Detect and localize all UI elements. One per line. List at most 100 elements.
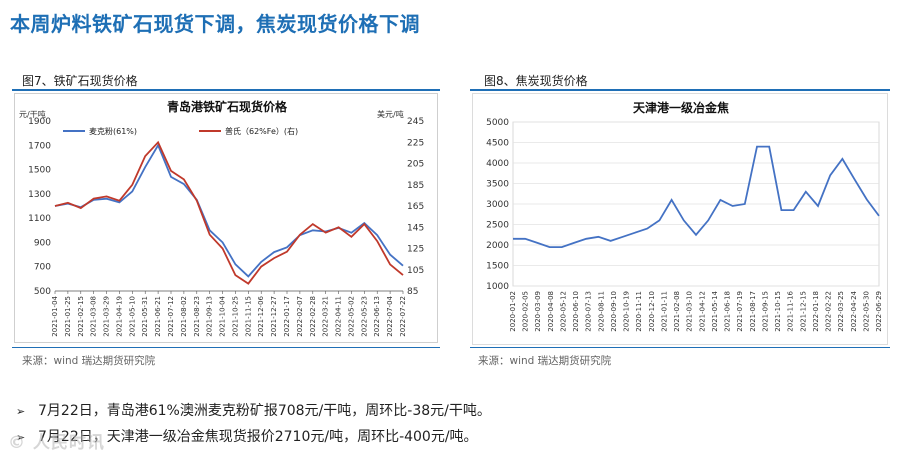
- y-tick: 2500: [486, 221, 509, 231]
- watermark: © 人民时讯: [8, 433, 105, 453]
- right-y-tick: 145: [407, 223, 424, 233]
- x-tick-label: 2021-12-15: [799, 291, 807, 332]
- x-tick-label: 2022-05-30: [862, 291, 870, 332]
- series-line-0: [54, 143, 404, 278]
- source-right: 来源：wind 瑞达期货研究院: [478, 355, 612, 367]
- figure7-label: 图7、铁矿石现货价格: [22, 74, 138, 88]
- x-tick-label: 2020-01-02: [509, 291, 517, 332]
- x-tick-label: 2022-06-13: [373, 296, 381, 337]
- bullet-text: 7月22日，青岛港61%澳洲麦克粉矿报708元/干吨，周环比-38元/干吨。: [38, 403, 491, 419]
- left-y-tick: 1300: [28, 190, 51, 200]
- x-tick-label: 2020-11-11: [635, 291, 643, 332]
- left-header-rule: [12, 89, 440, 91]
- y-tick: 1000: [486, 282, 509, 292]
- left-y-tick: 500: [34, 287, 51, 297]
- bullet-item: ➢ 7月22日，青岛港61%澳洲麦克粉矿报708元/干吨，周环比-38元/干吨。: [16, 398, 491, 424]
- right-footer-rule: [470, 347, 890, 348]
- x-tick-label: 2021-01-04: [51, 295, 59, 336]
- x-tick-label: 2020-07-13: [585, 291, 593, 332]
- x-tick-label: 2021-01-11: [660, 291, 668, 332]
- x-tick-label: 2022-03-25: [837, 291, 845, 332]
- x-tick-label: 2021-10-15: [774, 291, 782, 332]
- x-tick-label: 2021-03-08: [90, 296, 98, 337]
- x-tick-label: 2021-12-06: [257, 295, 265, 336]
- x-tick-label: 2021-08-17: [749, 291, 757, 332]
- y-tick: 2000: [486, 241, 509, 251]
- x-tick-label: 2021-09-13: [206, 296, 214, 337]
- x-tick-label: 2022-06-29: [875, 291, 883, 332]
- left-axis-unit: 元/干吨: [19, 109, 46, 119]
- series-line-1: [54, 140, 404, 285]
- y-tick: 1500: [486, 262, 509, 272]
- x-tick-label: 2020-12-10: [648, 291, 656, 332]
- x-tick-label: 2021-11-16: [787, 290, 795, 331]
- x-tick-label: 2020-05-12: [559, 291, 567, 332]
- x-tick-label: 2021-06-21: [154, 296, 162, 337]
- right-y-tick: 105: [407, 266, 424, 276]
- bullet-arrow-icon: ➢: [16, 431, 26, 444]
- series-line: [513, 145, 880, 249]
- x-tick-label: 2022-01-18: [812, 291, 820, 332]
- x-tick-label: 2022-01-17: [283, 296, 291, 337]
- chart-title: 天津港一级冶金焦: [633, 100, 729, 115]
- left-y-tick: 1500: [28, 166, 51, 176]
- x-tick-label: 2021-12-27: [270, 296, 278, 337]
- x-tick-label: 2020-10-19: [623, 291, 631, 332]
- x-tick-label: 2022-03-21: [322, 296, 330, 337]
- right-y-tick: 225: [407, 138, 424, 148]
- x-tick-label: 2022-04-24: [850, 290, 858, 331]
- x-tick-label: 2020-03-09: [534, 291, 542, 332]
- right-y-tick: 205: [407, 160, 424, 170]
- x-tick-label: 2021-01-25: [64, 296, 72, 337]
- x-tick-label: 2021-11-15: [244, 296, 252, 337]
- x-tick-label: 2021-08-02: [180, 296, 188, 337]
- right-header-rule: [470, 89, 890, 91]
- chart-title: 青岛港铁矿石现货价格: [167, 99, 288, 114]
- y-tick: 3500: [486, 180, 509, 190]
- left-y-tick: 1900: [28, 117, 51, 127]
- x-tick-label: 2021-04-12: [698, 291, 706, 332]
- left-y-tick: 900: [34, 238, 51, 248]
- x-tick-label: 2020-08-11: [597, 291, 605, 332]
- bullet-item: ➢ 7月22日，天津港一级冶金焦现货报价2710元/吨，周环比-400元/吨。: [16, 424, 491, 450]
- x-tick-label: 2021-10-04: [219, 295, 227, 336]
- x-tick-label: 2021-03-10: [686, 291, 694, 332]
- x-tick-label: 2022-02-07: [296, 296, 304, 337]
- page-title: 本周炉料铁矿石现货下调，焦炭现货价格下调: [10, 12, 420, 36]
- y-tick: 3000: [486, 200, 509, 210]
- y-tick: 4000: [486, 159, 509, 169]
- legend-label: 普氏（62%Fe）(右): [225, 126, 298, 136]
- x-tick-label: 2021-06-18: [724, 291, 732, 332]
- right-axis-unit: 美元/吨: [377, 109, 404, 119]
- x-tick-label: 2022-02-28: [309, 296, 317, 337]
- bullet-list: ➢ 7月22日，青岛港61%澳洲麦克粉矿报708元/干吨，周环比-38元/干吨。 …: [16, 398, 491, 450]
- x-tick-label: 2022-05-23: [360, 296, 368, 337]
- x-tick-label: 2022-04-11: [335, 296, 343, 337]
- source-left: 来源：wind 瑞达期货研究院: [22, 355, 156, 367]
- x-tick-label: 2020-06-10: [572, 291, 580, 332]
- y-tick: 5000: [486, 118, 509, 128]
- bullet-text: 7月22日，天津港一级冶金焦现货报价2710元/吨，周环比-400元/吨。: [38, 429, 478, 445]
- right-y-tick: 165: [407, 202, 424, 212]
- x-tick-label: 2020-02-05: [522, 291, 530, 332]
- iron-ore-chart: 青岛港铁矿石现货价格元/干吨 美元/吨 500 700 900 1100 1300 1500 1…: [14, 93, 438, 343]
- x-tick-label: 2022-05-02: [347, 296, 355, 337]
- x-tick-label: 2021-03-29: [103, 296, 111, 337]
- x-tick-label: 2022-02-22: [825, 291, 833, 332]
- left-y-tick: 1700: [28, 141, 51, 151]
- x-tick-label: 2021-05-10: [128, 296, 136, 337]
- x-tick-label: 2020-09-10: [610, 291, 618, 332]
- x-tick-label: 2021-08-23: [193, 296, 201, 337]
- coke-chart: 天津港一级冶金焦 1000 1500 2000 2500 3000 3500 4000 4500…: [472, 93, 888, 345]
- left-y-tick: 700: [34, 263, 51, 273]
- left-y-tick: 1100: [28, 214, 51, 224]
- x-tick-label: 2021-07-19: [736, 291, 744, 332]
- x-tick-label: 2021-05-31: [141, 296, 149, 337]
- right-y-tick: 85: [407, 287, 418, 297]
- coke-chart-svg: 天津港一级冶金焦 1000 1500 2000 2500 3000 3500 4000 4500…: [486, 100, 883, 332]
- x-tick-label: 2021-09-15: [761, 291, 769, 332]
- figure8-label: 图8、焦炭现货价格: [484, 74, 588, 88]
- x-tick-label: 2022-07-04: [386, 295, 394, 336]
- x-tick-label: 2021-02-15: [77, 296, 85, 337]
